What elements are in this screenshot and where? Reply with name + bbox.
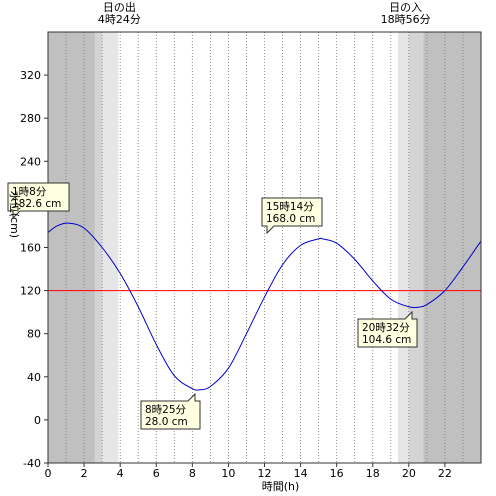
sunset-time: 18時56分 bbox=[381, 13, 431, 26]
callout-level: 104.6 cm bbox=[362, 334, 411, 346]
shading-band-2 bbox=[102, 32, 119, 463]
x-tick-label: 0 bbox=[45, 467, 52, 480]
callout-level: 28.0 cm bbox=[145, 416, 188, 428]
y-tick-label: 40 bbox=[27, 371, 41, 384]
y-tick-label: -40 bbox=[23, 457, 41, 470]
y-tick-label: 80 bbox=[27, 328, 41, 341]
shading-band-3 bbox=[398, 32, 409, 463]
x-tick-label: 10 bbox=[221, 467, 235, 480]
callout-box bbox=[357, 310, 418, 348]
y-tick-label: 280 bbox=[20, 112, 41, 125]
callout-box bbox=[261, 197, 323, 235]
y-tick-label: 320 bbox=[20, 69, 41, 82]
x-tick-label: 12 bbox=[258, 467, 272, 480]
y-axis-label: 水位(cm) bbox=[8, 191, 22, 238]
shading-band-0 bbox=[48, 32, 95, 463]
y-tick-label: 0 bbox=[34, 414, 41, 427]
shading-band-4 bbox=[408, 32, 424, 463]
callout-time: 1時8分 bbox=[12, 186, 47, 198]
sunset-label: 日の入 bbox=[389, 1, 422, 14]
shading-band-1 bbox=[94, 32, 103, 463]
y-axis-ticks: -4004080120160200240280320 bbox=[20, 69, 48, 470]
y-tick-label: 160 bbox=[20, 242, 41, 255]
callout-time: 15時14分 bbox=[266, 201, 314, 213]
plot-frame bbox=[47, 31, 482, 464]
twilight-shading bbox=[48, 32, 481, 463]
x-axis-ticks: 0 2 4 6 8 10 12 14 16 18 20 22 bbox=[45, 463, 452, 480]
x-tick-label: 6 bbox=[153, 467, 160, 480]
tide-series-line bbox=[47, 222, 482, 391]
x-tick-label: 20 bbox=[402, 467, 416, 480]
y-tick-label: 120 bbox=[20, 285, 41, 298]
y-tick-label: 240 bbox=[20, 155, 41, 168]
callout-time: 8時25分 bbox=[145, 404, 187, 416]
callout-time: 20時32分 bbox=[362, 322, 410, 334]
x-axis-label: 時間(h) bbox=[262, 480, 300, 493]
callout-box bbox=[140, 392, 201, 430]
x-tick-label: 18 bbox=[366, 467, 380, 480]
x-tick-label: 8 bbox=[189, 467, 196, 480]
callout-level: 182.6 cm bbox=[12, 198, 61, 210]
x-tick-label: 14 bbox=[294, 467, 308, 480]
callout-box bbox=[7, 182, 70, 220]
x-tick-label: 22 bbox=[438, 467, 452, 480]
sunrise-label: 日の出 bbox=[103, 0, 136, 14]
x-tick-label: 2 bbox=[81, 467, 88, 480]
shading-band-5 bbox=[423, 32, 481, 463]
sunrise-time: 4時24分 bbox=[98, 13, 141, 26]
x-tick-label: 16 bbox=[330, 467, 344, 480]
x-tick-label: 4 bbox=[117, 467, 124, 480]
callout-level: 168.0 cm bbox=[266, 213, 315, 225]
